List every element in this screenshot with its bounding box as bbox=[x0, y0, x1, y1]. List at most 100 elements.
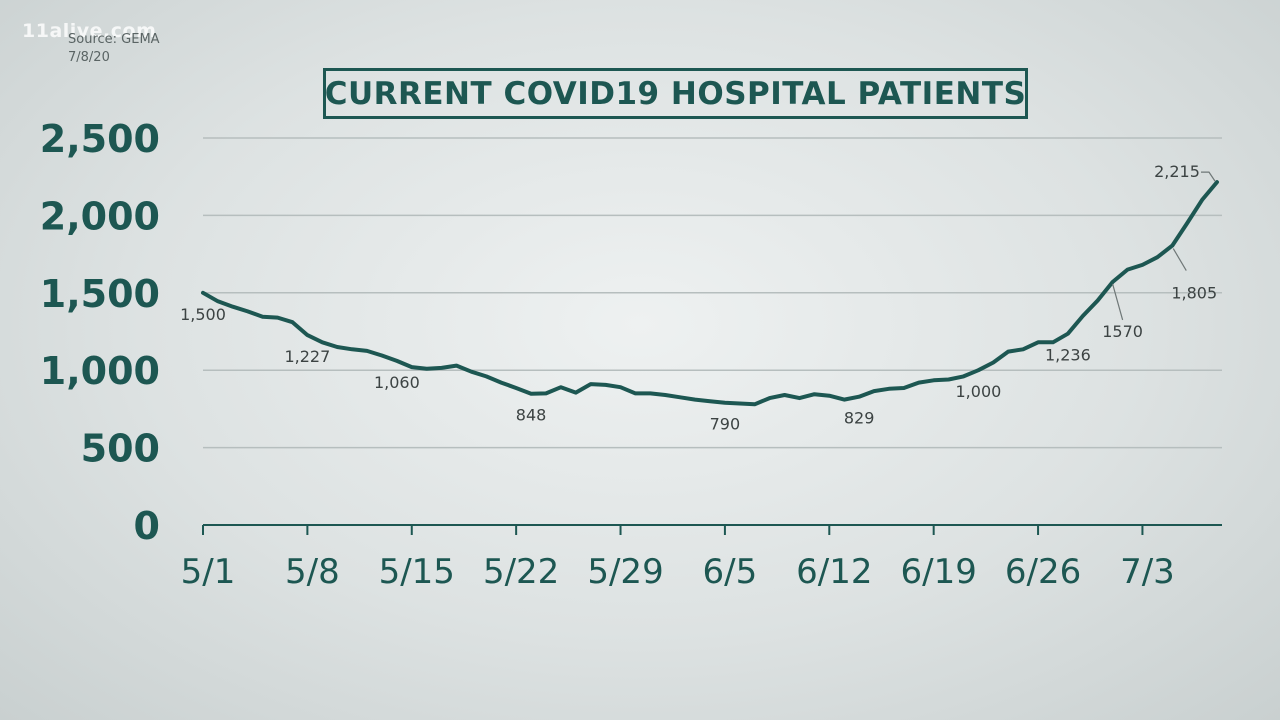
data-point bbox=[395, 359, 399, 363]
source-date: 7/8/20 bbox=[68, 50, 110, 65]
data-label: 1,000 bbox=[956, 382, 1002, 401]
data-point bbox=[321, 341, 324, 344]
x-tick-label: 5/8 bbox=[285, 552, 340, 592]
data-point bbox=[1081, 314, 1084, 318]
data-point bbox=[1066, 332, 1070, 335]
data-point bbox=[500, 381, 503, 384]
source-label: Source: GEMA bbox=[68, 32, 160, 47]
data-point bbox=[753, 403, 756, 406]
x-tick-label: 5/1 bbox=[181, 552, 236, 592]
x-tick-label: 5/29 bbox=[587, 552, 663, 592]
y-tick-label: 2,000 bbox=[40, 194, 160, 238]
data-point bbox=[1021, 348, 1025, 351]
data-point bbox=[276, 316, 279, 319]
data-label: 2,215 bbox=[1154, 162, 1200, 181]
data-point bbox=[440, 366, 443, 370]
data-point bbox=[947, 378, 950, 381]
data-point bbox=[336, 345, 339, 349]
data-point bbox=[365, 349, 369, 353]
data-point bbox=[798, 396, 801, 400]
data-point bbox=[1171, 244, 1174, 247]
data-point bbox=[887, 387, 891, 390]
data-point bbox=[291, 321, 294, 324]
data-point bbox=[1141, 263, 1144, 267]
data-point bbox=[962, 375, 965, 378]
annotation-leader bbox=[1112, 283, 1124, 321]
data-point bbox=[216, 300, 220, 303]
x-tick-label: 6/26 bbox=[1005, 552, 1081, 592]
x-tick-label: 6/12 bbox=[796, 552, 872, 592]
data-label: 848 bbox=[516, 406, 547, 425]
data-point bbox=[768, 396, 771, 400]
data-point bbox=[828, 394, 831, 397]
data-point bbox=[977, 369, 980, 372]
data-point bbox=[1185, 221, 1189, 225]
data-point bbox=[470, 370, 473, 373]
source-note: Source: GEMA 7/8/20 bbox=[68, 31, 160, 67]
annotation-leader bbox=[1172, 248, 1187, 271]
data-label: 1570 bbox=[1102, 322, 1143, 341]
data-point bbox=[1036, 341, 1040, 344]
x-tick-label: 5/22 bbox=[483, 552, 559, 592]
watermark-logo: 11alive.com bbox=[22, 20, 157, 42]
data-point bbox=[872, 389, 876, 393]
data-label: 829 bbox=[844, 409, 875, 428]
data-point bbox=[455, 364, 458, 367]
data-point bbox=[559, 386, 563, 389]
data-point bbox=[410, 365, 413, 369]
data-point bbox=[917, 381, 920, 384]
data-point bbox=[1156, 255, 1159, 259]
data-point bbox=[1051, 341, 1055, 344]
data-point bbox=[723, 401, 727, 404]
data-point bbox=[514, 386, 518, 390]
data-point bbox=[350, 348, 354, 351]
y-tick-label: 2,500 bbox=[40, 117, 160, 161]
data-point bbox=[843, 398, 846, 401]
data-label: 1,060 bbox=[374, 373, 420, 392]
data-point bbox=[574, 391, 577, 394]
data-point bbox=[485, 375, 488, 378]
y-tick-label: 1,500 bbox=[40, 272, 160, 316]
data-point bbox=[1126, 268, 1129, 271]
data-point bbox=[738, 402, 742, 405]
data-point bbox=[1111, 280, 1114, 284]
data-point bbox=[649, 392, 652, 395]
data-point bbox=[1096, 299, 1099, 302]
data-label: 1,500 bbox=[180, 305, 226, 324]
y-tick-label: 1,000 bbox=[40, 349, 160, 393]
data-point bbox=[201, 291, 205, 294]
data-point bbox=[306, 333, 309, 337]
annotation-leader bbox=[1201, 171, 1216, 182]
data-point bbox=[783, 393, 786, 397]
data-point bbox=[857, 395, 861, 398]
data-point bbox=[604, 383, 607, 387]
data-point bbox=[678, 396, 682, 399]
data-label: 790 bbox=[710, 415, 741, 434]
data-point bbox=[231, 305, 235, 308]
data-point bbox=[992, 361, 995, 364]
data-point bbox=[619, 386, 622, 389]
data-point bbox=[425, 367, 428, 370]
chart-title: CURRENT COVID19 HOSPITAL PATIENTS bbox=[323, 68, 1028, 119]
data-point bbox=[1215, 180, 1219, 184]
data-point bbox=[529, 392, 533, 395]
data-point bbox=[634, 392, 637, 395]
data-point bbox=[1007, 350, 1010, 353]
y-tick-label: 500 bbox=[81, 427, 160, 471]
data-point bbox=[1200, 198, 1204, 202]
data-point bbox=[813, 392, 816, 396]
data-label: 1,236 bbox=[1045, 346, 1091, 365]
data-point bbox=[693, 398, 697, 401]
data-label: 1,227 bbox=[284, 347, 330, 366]
x-tick-label: 5/15 bbox=[379, 552, 455, 592]
x-tick-label: 7/3 bbox=[1120, 552, 1175, 592]
data-point bbox=[544, 392, 548, 395]
x-tick-label: 6/5 bbox=[703, 552, 758, 592]
x-tick-label: 6/19 bbox=[900, 552, 976, 592]
data-point bbox=[589, 382, 592, 386]
data-point bbox=[261, 315, 264, 318]
data-point bbox=[708, 399, 712, 403]
data-label: 1,805 bbox=[1171, 284, 1217, 303]
y-tick-label: 0 bbox=[134, 504, 160, 548]
